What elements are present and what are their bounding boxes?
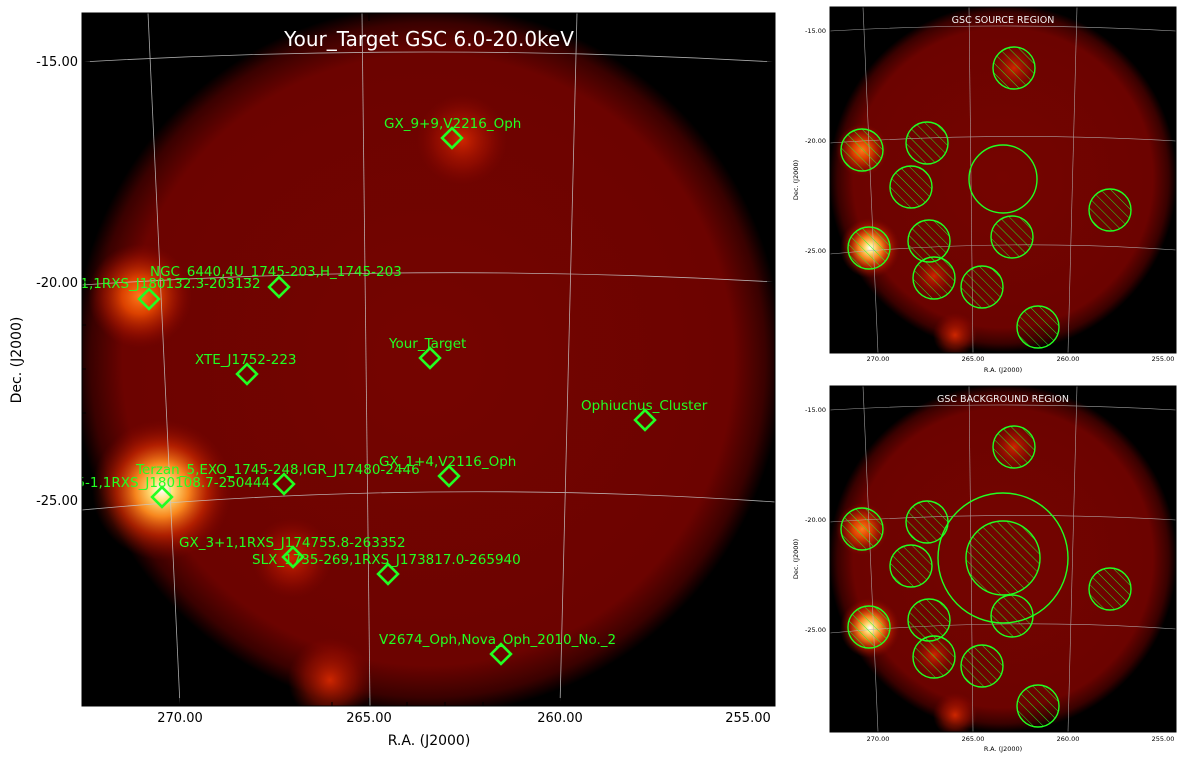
coordinate-grid <box>82 13 775 706</box>
main-panel: GX_9+9,V2216_Oph NGC_6440,4U_1745-203,H_… <box>9 12 776 749</box>
background-panel-y-label: Dec. (J2000) <box>792 539 800 579</box>
source-marker <box>150 485 174 509</box>
dec-tick-label: -25.00 <box>805 247 826 255</box>
ra-tick-label: 260.00 <box>537 711 583 726</box>
source-glow <box>252 518 332 598</box>
ra-tick-label: 270.00 <box>157 711 203 726</box>
source-panel-y-label: Dec. (J2000) <box>792 160 800 200</box>
background-panel-x-label: R.A. (J2000) <box>984 745 1022 753</box>
source-label: SLX_1735-269,1RXS_J173817.0-265940 <box>252 552 521 568</box>
dec-tick-label: -20.00 <box>805 516 826 524</box>
source-label: Ophiuchus_Cluster <box>581 398 708 414</box>
dec-tick-label: -15.00 <box>805 27 826 35</box>
ra-tick-label: 265.00 <box>346 711 392 726</box>
main-frame <box>81 12 776 707</box>
source-marker <box>440 126 464 150</box>
source-label: NGC_6440,4U_1745-203,H_1745-203 <box>150 264 402 280</box>
source-label: Your_Target <box>388 336 466 352</box>
source-marker <box>376 562 400 586</box>
source-glow <box>88 244 192 348</box>
source-label: GX_9+1,1RXS_J180132.3-203132 <box>34 276 261 292</box>
source-label: GX_3+1,1RXS_J174755.8-263352 <box>179 535 406 551</box>
main-y-axis-label: Dec. (J2000) <box>9 317 25 404</box>
source-label: XTE_J1752-223 <box>195 352 297 368</box>
ra-tick-label: 265.00 <box>962 355 985 363</box>
ra-tick-label: 270.00 <box>867 355 890 363</box>
exclusion-regions <box>840 46 1132 349</box>
source-marker <box>272 472 296 496</box>
background-region-panel: GSC BACKGROUND REGION -15.00 -20.00 -25.… <box>792 385 1177 753</box>
source-panel-x-label: R.A. (J2000) <box>984 366 1022 374</box>
background-panel-title: GSC BACKGROUND REGION <box>937 394 1069 405</box>
dec-tick-label: -20.00 <box>36 276 78 291</box>
source-label: GX_9+9,V2216_Oph <box>384 116 521 132</box>
dec-tick-label: -25.00 <box>36 494 78 509</box>
main-tick-marks <box>82 13 775 706</box>
source-region-panel: GSC SOURCE REGION -15.00 -20.00 -25.00 2… <box>792 6 1177 374</box>
source-marker <box>437 464 461 488</box>
source-marker <box>235 362 259 386</box>
main-field-of-view <box>82 13 775 706</box>
dec-tick-label: -20.00 <box>805 137 826 145</box>
bright-source-glow <box>92 420 232 560</box>
ra-tick-label: 255.00 <box>1152 355 1175 363</box>
source-marker <box>489 642 513 666</box>
main-title: Your_Target GSC 6.0-20.0keV <box>283 27 574 51</box>
source-marker <box>267 275 291 299</box>
source-marker <box>418 346 442 370</box>
dec-tick-label: -15.00 <box>805 406 826 414</box>
ra-tick-label: 270.00 <box>867 735 890 743</box>
ra-tick-label: 260.00 <box>1057 735 1080 743</box>
source-panel-title: GSC SOURCE REGION <box>952 15 1055 26</box>
source-extraction-circle <box>968 144 1038 214</box>
source-markers <box>137 126 657 666</box>
source-marker <box>281 545 305 569</box>
source-glow <box>288 638 372 706</box>
dec-tick-label: -15.00 <box>36 55 78 70</box>
dec-tick-label: -25.00 <box>805 626 826 634</box>
source-glow <box>417 95 507 185</box>
source-label: GX_1+4,V2116_Oph <box>379 454 516 470</box>
exclusion-regions <box>840 425 1132 728</box>
main-x-axis-label: R.A. (J2000) <box>388 733 471 749</box>
ra-tick-label: 255.00 <box>725 711 771 726</box>
source-label: GX_5-1,1RXS_J180108.7-250444 <box>50 475 270 491</box>
source-label: V2674_Oph,Nova_Oph_2010_No._2 <box>379 632 616 648</box>
ra-tick-label: 255.00 <box>1152 735 1175 743</box>
source-marker <box>633 408 657 432</box>
ra-tick-label: 260.00 <box>1057 355 1080 363</box>
ra-tick-label: 265.00 <box>962 735 985 743</box>
source-label: Terzan_5,EXO_1745-248,IGR_J17480-2446 <box>135 462 420 478</box>
source-marker <box>137 287 161 311</box>
